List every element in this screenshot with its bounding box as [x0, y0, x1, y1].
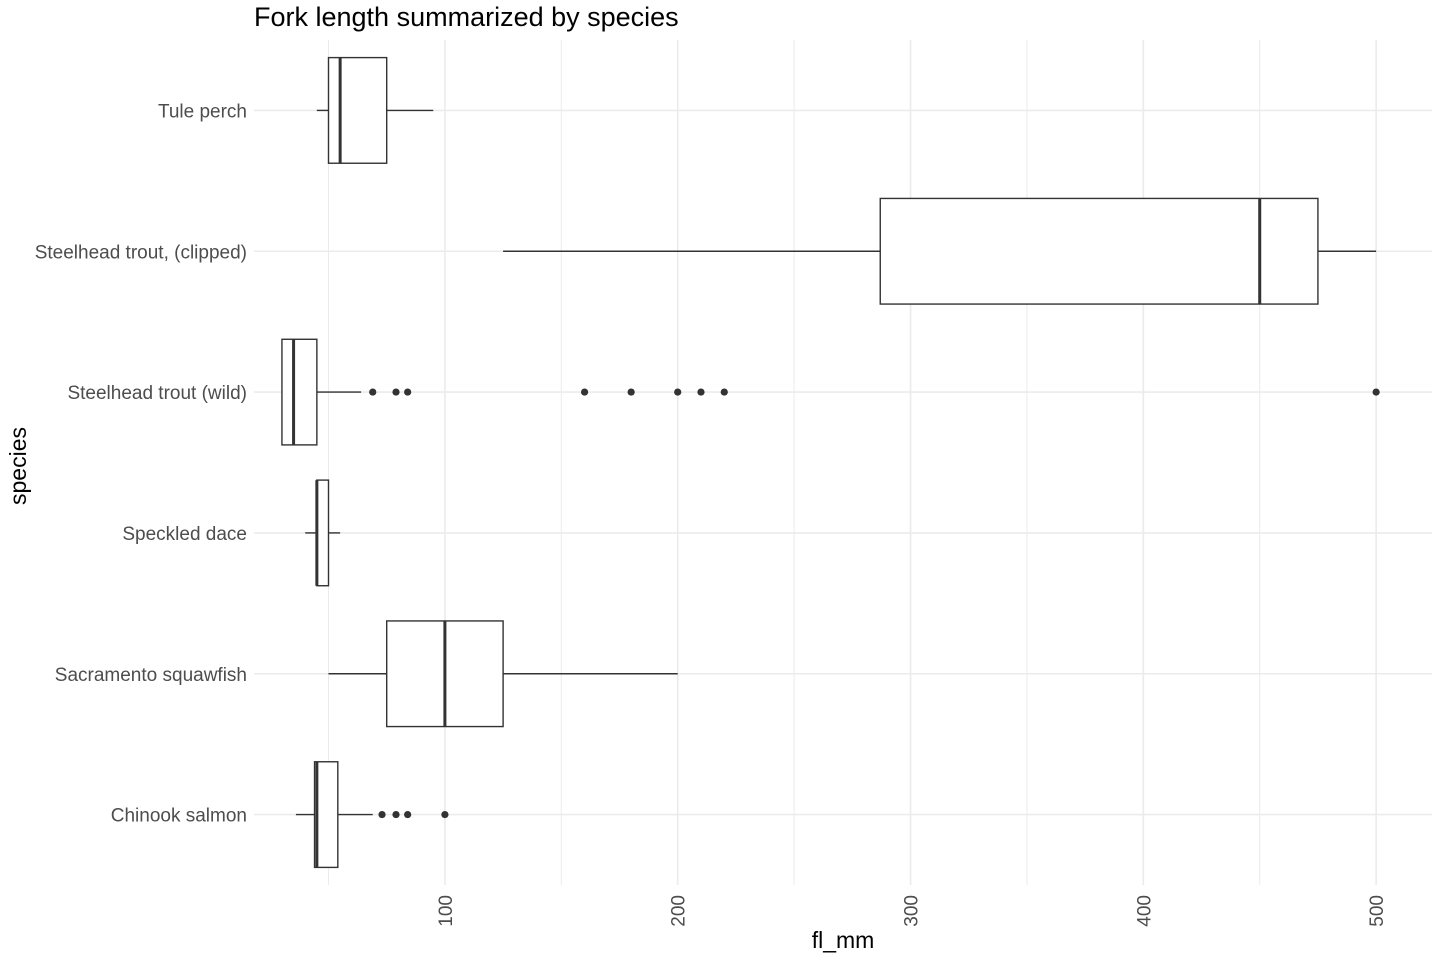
- outlier-point: [1372, 388, 1380, 396]
- outlier-point: [369, 388, 377, 396]
- box: [313, 761, 339, 869]
- box-group: [503, 197, 1377, 305]
- grid-lines: [254, 40, 1432, 885]
- outlier-point: [674, 388, 682, 396]
- box-group: [295, 761, 449, 869]
- x-tick-label: 200: [669, 895, 690, 927]
- outlier-point: [720, 388, 728, 396]
- y-tick-label: Chinook salmon: [111, 806, 247, 827]
- x-tick-label: 300: [902, 895, 923, 927]
- box: [316, 479, 330, 587]
- x-tick-label: 100: [436, 895, 457, 927]
- outlier-point: [378, 810, 386, 819]
- outlier-point: [441, 810, 449, 819]
- box-group: [316, 56, 434, 164]
- outlier-point: [580, 388, 589, 396]
- box-series: [281, 56, 1380, 869]
- y-tick-label: Steelhead trout, (clipped): [35, 242, 247, 263]
- box: [327, 56, 388, 164]
- outlier-point: [392, 388, 400, 396]
- y-tick-label: Tule perch: [158, 101, 247, 122]
- y-tick-label: Sacramento squawfish: [55, 665, 247, 686]
- outlier-point: [392, 810, 400, 819]
- box: [281, 338, 318, 446]
- y-tick-labels: Tule perch Steelhead trout, (clipped) Stee…: [35, 101, 247, 826]
- y-axis-label: species: [5, 427, 31, 505]
- outlier-point: [404, 388, 412, 396]
- box-group: [328, 620, 678, 728]
- y-tick-label: Steelhead trout (wild): [67, 383, 247, 404]
- outlier-point: [627, 388, 635, 396]
- x-tick-label: 500: [1367, 895, 1388, 927]
- chart-title: Fork length summarized by species: [254, 2, 679, 32]
- outlier-point: [697, 388, 705, 396]
- box: [879, 197, 1319, 305]
- x-axis-label: fl_mm: [812, 927, 875, 953]
- outlier-point: [404, 810, 412, 819]
- box-group: [281, 338, 1380, 446]
- x-tick-labels: 100 200 300 400 500: [436, 895, 1388, 927]
- y-tick-label: Speckled dace: [122, 524, 247, 545]
- box-group: [305, 479, 341, 587]
- x-tick-label: 400: [1134, 895, 1155, 927]
